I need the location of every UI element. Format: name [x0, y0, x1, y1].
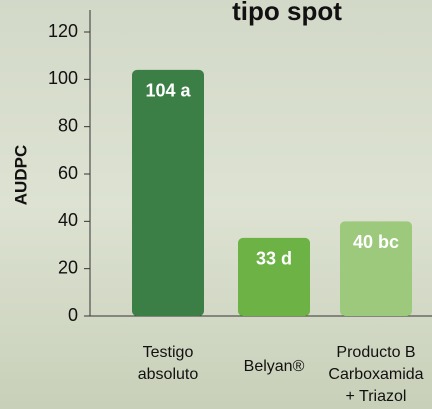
value-label: 104 a — [145, 81, 191, 101]
x-tick-label: Belyan® — [244, 358, 305, 375]
chart-title: tipo spot — [232, 0, 342, 26]
y-tick-label: 100 — [48, 68, 78, 88]
y-axis-label: AUDPC — [11, 145, 30, 205]
y-tick-label: 60 — [58, 163, 78, 183]
y-tick-label: 40 — [58, 210, 78, 230]
value-label: 40 bc — [353, 232, 399, 252]
y-tick-label: 120 — [48, 21, 78, 41]
bar — [132, 70, 204, 316]
y-tick-label: 0 — [68, 305, 78, 325]
page: tipo spot AUDPC 020406080100120104 aTest… — [0, 0, 432, 409]
y-tick-label: 80 — [58, 115, 78, 135]
y-tick-label: 20 — [58, 257, 78, 277]
value-label: 33 d — [256, 249, 292, 269]
chart: tipo spot AUDPC 020406080100120104 aTest… — [0, 0, 432, 409]
